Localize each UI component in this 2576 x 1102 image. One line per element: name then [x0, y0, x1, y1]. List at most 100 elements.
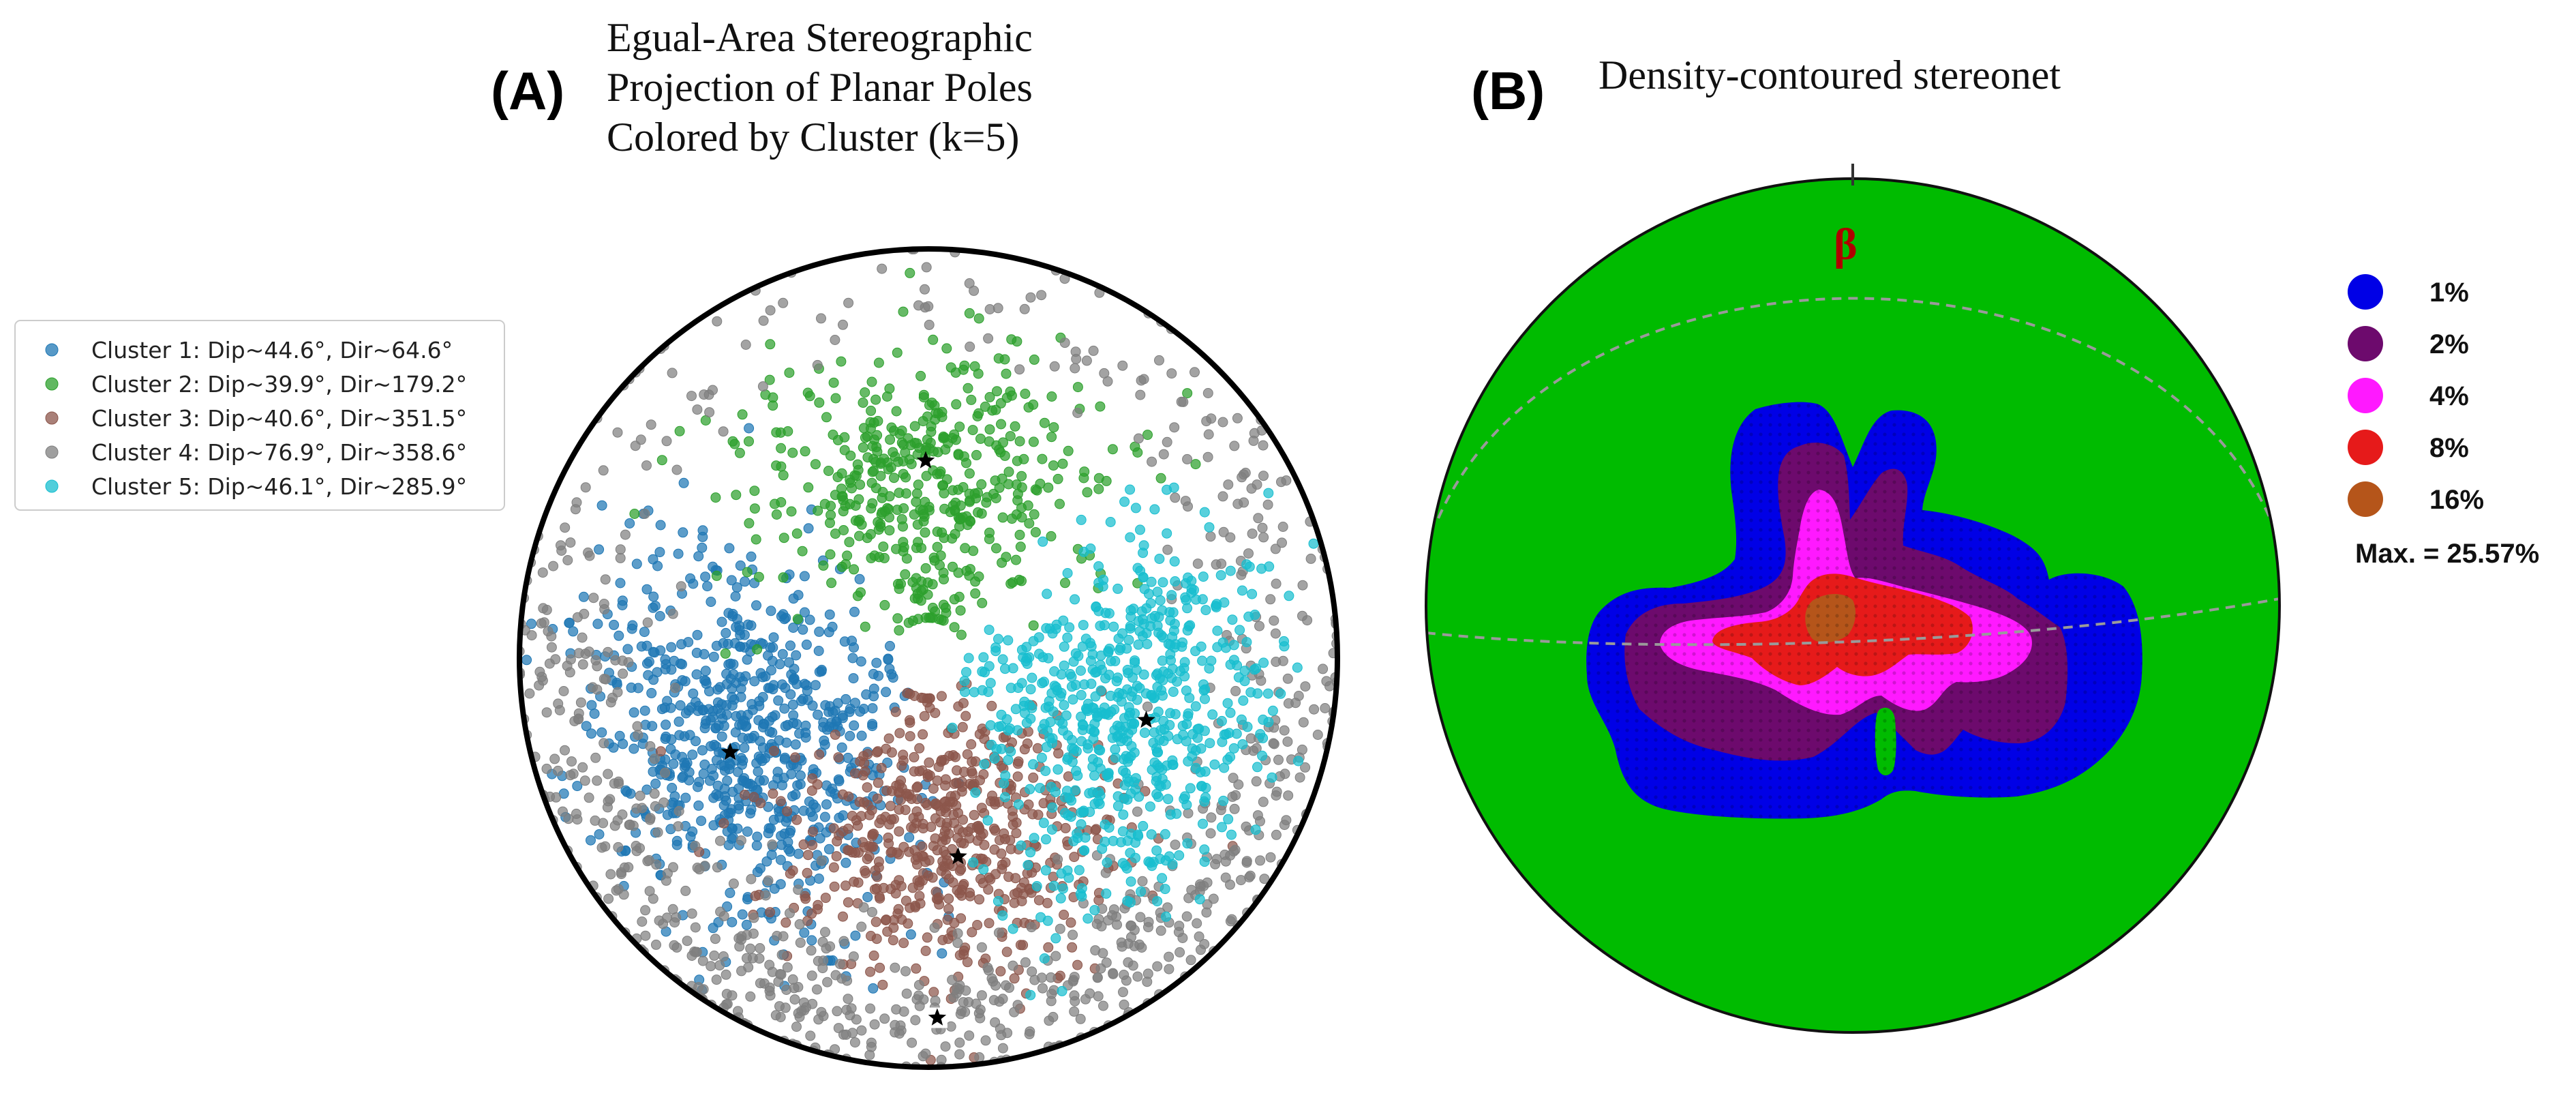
- cluster-4-point: [1170, 492, 1181, 503]
- cluster-3-point: [922, 932, 933, 943]
- cluster-4-point: [1320, 703, 1331, 713]
- cluster-2-point: [913, 479, 924, 490]
- cluster-1-point: [615, 578, 626, 589]
- cluster-3-point: [922, 697, 933, 708]
- cluster-5-point: [1169, 556, 1180, 567]
- cluster-4-point: [1080, 994, 1091, 1004]
- cluster-5-point: [1160, 855, 1171, 866]
- cluster-5-point: [997, 654, 1008, 665]
- cluster-2-point: [949, 622, 960, 633]
- cluster-4-point: [901, 988, 912, 999]
- cluster-2-point: [845, 475, 855, 485]
- cluster-5-point: [993, 721, 1004, 732]
- cluster-3-point: [1033, 809, 1044, 820]
- cluster-4-point: [623, 657, 634, 668]
- cluster-5-point: [1044, 623, 1055, 634]
- cluster-4-point: [890, 962, 900, 973]
- cluster-5-point: [1025, 989, 1036, 1000]
- cluster-5-point: [1157, 873, 1168, 884]
- cluster-1-point: [656, 704, 667, 715]
- cluster-4-point: [763, 875, 774, 886]
- cluster-1-point: [778, 609, 789, 620]
- cluster-3-point: [883, 733, 894, 744]
- cluster-5-point: [1058, 725, 1068, 736]
- cluster-1-point: [821, 799, 832, 810]
- cluster-2-point: [884, 525, 895, 536]
- cluster-1-point: [868, 668, 879, 679]
- cluster-1-point: [693, 551, 704, 562]
- cluster-4-point: [554, 705, 565, 715]
- cluster-4-point: [983, 333, 994, 344]
- cluster-2-point: [844, 537, 855, 548]
- cluster-4-point: [1135, 389, 1146, 400]
- cluster-5-point: [1135, 524, 1145, 535]
- cluster-3-point: [775, 796, 786, 807]
- cluster-5-point: [1192, 732, 1203, 743]
- cluster-4-point: [816, 855, 827, 866]
- cluster-5-point: [1082, 698, 1093, 709]
- cluster-4-point: [651, 859, 662, 870]
- cluster-3-point: [1013, 756, 1024, 767]
- cluster-5-point: [1069, 743, 1079, 754]
- legend-frame: [14, 320, 505, 511]
- cluster-4-point: [813, 1014, 824, 1025]
- cluster-3-point: [911, 782, 922, 793]
- cluster-4-point: [781, 985, 792, 995]
- cluster-5-point: [1157, 655, 1168, 666]
- cluster-2-point: [918, 416, 928, 427]
- cluster-2-point: [958, 482, 969, 492]
- cluster-5-point: [1223, 814, 1234, 824]
- cluster-3-point: [909, 751, 920, 762]
- cluster-1-point: [660, 754, 671, 765]
- cluster-2-point: [998, 437, 1008, 448]
- cluster-4-point: [789, 994, 800, 1005]
- cluster-3-point: [898, 938, 909, 949]
- cluster-3-point: [980, 953, 991, 964]
- cluster-5-point: [1076, 689, 1087, 700]
- cluster-4-point: [787, 974, 798, 985]
- cluster-3-point: [1010, 873, 1021, 884]
- cluster-1-point: [706, 597, 716, 607]
- cluster-4-point: [1297, 580, 1308, 591]
- cluster-1-point: [673, 548, 684, 559]
- cluster-4-point: [1206, 413, 1217, 424]
- cluster-4-point: [924, 319, 935, 330]
- cluster-2-point: [1020, 389, 1031, 399]
- cluster-5-point: [1107, 732, 1118, 743]
- cluster-2-point: [674, 426, 685, 436]
- cluster-4-point: [671, 942, 682, 953]
- cluster-4-point: [936, 1054, 947, 1065]
- cluster-5-point: [1197, 594, 1208, 605]
- cluster-5-point: [1165, 809, 1176, 820]
- cluster-4-point: [692, 404, 703, 415]
- cluster-4-point: [1037, 983, 1048, 994]
- cluster-4-point: [1009, 1007, 1020, 1017]
- cluster-1-point: [785, 760, 796, 771]
- cluster-5-point: [1170, 639, 1181, 650]
- cluster-4-point: [598, 738, 609, 749]
- cluster-1-point: [704, 686, 714, 697]
- cluster-4-point: [1271, 578, 1282, 589]
- cluster-3-point: [844, 845, 854, 856]
- cluster-1-point: [646, 687, 657, 698]
- cluster-2-point: [865, 528, 876, 539]
- cluster-4-point: [579, 775, 590, 786]
- cluster-2-point: [836, 356, 847, 367]
- cluster-3-point: [862, 749, 873, 760]
- cluster-3-point: [918, 729, 928, 740]
- cluster-5-point: [1222, 698, 1233, 709]
- cluster-4-point: [1007, 960, 1018, 971]
- cluster-5-point: [996, 743, 1007, 754]
- cluster-2-point: [932, 541, 943, 552]
- cluster-3-point: [892, 908, 903, 919]
- cluster-2-point: [916, 543, 926, 554]
- cluster-5-point: [1120, 768, 1131, 778]
- cluster-2-point: [937, 527, 948, 538]
- cluster-4-point: [609, 778, 620, 789]
- cluster-2-point: [973, 313, 984, 324]
- cluster-5-point: [970, 787, 981, 798]
- cluster-1-point: [739, 743, 750, 754]
- cluster-1-point: [648, 646, 658, 657]
- cluster-5-point: [1068, 836, 1079, 846]
- cluster-2-point: [862, 452, 873, 463]
